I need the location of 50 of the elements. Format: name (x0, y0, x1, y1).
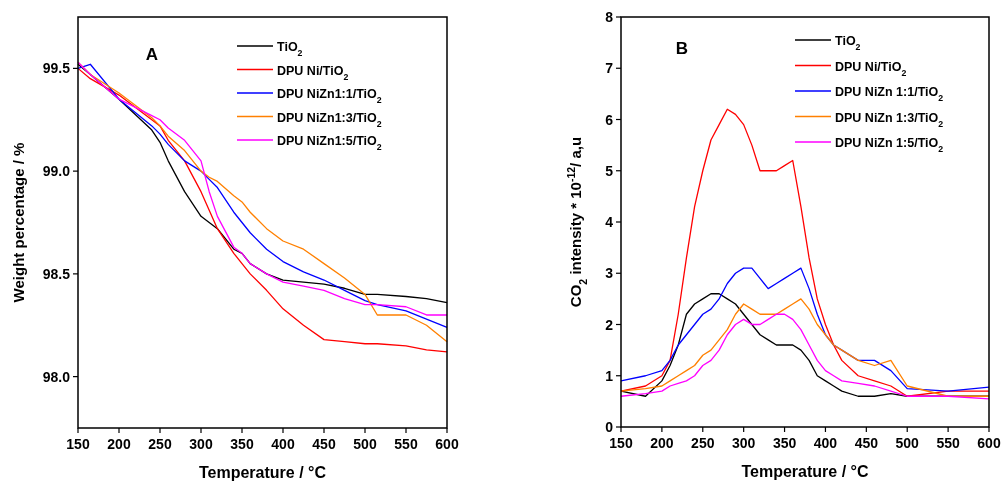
x-axis-title: Temperature / °C (741, 463, 869, 480)
y-tick-label: 6 (605, 111, 614, 128)
legend-label: TiO$_{2}$ (835, 34, 861, 52)
y-tick-label: 98.0 (42, 368, 71, 385)
x-tick-label: 300 (189, 436, 213, 452)
x-tick-label: 400 (813, 435, 838, 451)
legend-label: DPU NiZn1:1/TiO$_{2}$ (277, 87, 382, 105)
x-tick-label: 250 (691, 435, 715, 451)
x-tick-label: 600 (977, 435, 1001, 451)
y-tick-label: 0 (605, 419, 614, 435)
line-series (620, 313, 990, 400)
x-tick-label: 150 (609, 435, 633, 451)
annotation: A (145, 45, 159, 64)
annotation: B (675, 39, 689, 58)
y-tick-label: 5 (605, 162, 614, 179)
y-tick-label: 98.5 (42, 265, 71, 282)
x-tick-label: 500 (895, 435, 920, 451)
y-tick-label: 99.5 (42, 60, 71, 77)
legend-label: DPU NiZn 1:3/TiO$_{2}$ (835, 110, 944, 129)
x-tick-label: 450 (312, 436, 336, 452)
x-tick-label: 250 (148, 436, 172, 452)
x-tick-label: 300 (731, 435, 756, 451)
x-tick-label: 150 (66, 436, 90, 452)
x-tick-label: 200 (650, 435, 674, 451)
x-tick-label: 500 (353, 436, 377, 452)
legend-label: TiO$_{2}$ (277, 40, 303, 58)
line-series (620, 267, 990, 392)
y-tick-label: 99.0 (42, 163, 71, 180)
legend-label: DPU NiZn 1:5/TiO$_{2}$ (835, 136, 944, 154)
x-tick-label: 350 (230, 436, 254, 452)
x-tick-label: 450 (854, 435, 879, 451)
x-tick-label: 350 (772, 435, 797, 451)
x-tick-label: 550 (936, 435, 960, 451)
x-axis-title: Temperature / °C (198, 464, 327, 481)
legend-label: DPU Ni/TiO$_{2}$ (277, 63, 349, 82)
y-tick-label: 8 (605, 9, 614, 25)
x-tick-label: 400 (271, 436, 295, 452)
y-tick-label: 3 (605, 265, 614, 282)
y-axis-title: Weight percentage / % (10, 142, 27, 303)
y-tick-label: 1 (605, 367, 614, 384)
x-tick-label: 200 (107, 436, 131, 452)
legend-label: DPU NiZn1:3/TiO$_{2}$ (277, 110, 382, 129)
y-tick-label: 4 (605, 214, 614, 230)
x-tick-label: 550 (394, 436, 418, 452)
x-tick-label: 600 (435, 436, 459, 452)
y-tick-label: 7 (605, 60, 614, 77)
legend-label: DPU NiZn 1:1/TiO$_{2}$ (835, 85, 944, 103)
legend-label: DPU Ni/TiO$_{2}$ (835, 59, 907, 78)
y-tick-label: 2 (605, 316, 614, 333)
legend-label: DPU NiZn1:5/TiO$_{2}$ (277, 134, 382, 152)
